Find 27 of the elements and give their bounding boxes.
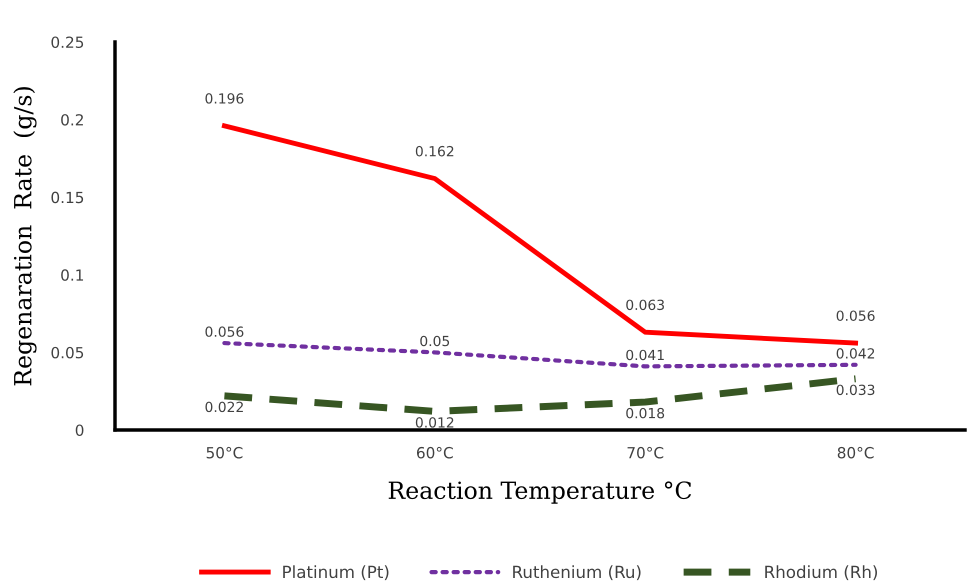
data-label: 0.012 [416,417,454,428]
data-label: 0.056 [836,310,875,321]
data-label: 0.063 [626,300,664,310]
y-tick-label: 0.25 [51,36,84,48]
x-tick-label: 70°C [628,446,664,458]
y-axis-title: Regenaration Rate (g/s) [13,87,37,386]
data-label: 0.056 [205,326,244,337]
x-axis-title: Reaction Temperature °C [388,481,692,504]
data-label: 0.022 [205,402,243,412]
x-tick-label: 50°C [206,446,242,458]
data-label: 0.018 [626,408,664,418]
y-tick-label: 0.2 [61,114,83,126]
y-tick-label: 0.1 [61,269,84,281]
data-label: 0.042 [836,348,874,359]
data-label: 0.041 [626,350,664,360]
legend-label: Ruthenium (Ru) [513,565,641,580]
y-tick-label: 0.05 [51,346,84,358]
data-label: 0.196 [205,93,244,104]
data-label: 0.05 [420,336,450,346]
y-tick-label: 0 [76,424,84,436]
y-tick-label: 0.15 [51,192,84,204]
x-tick-label: 60°C [416,446,453,458]
x-tick-label: 80°C [838,446,874,458]
data-label: 0.033 [836,384,874,396]
legend-label: Rhodium (Rh) [765,565,877,580]
data-label: 0.162 [416,146,454,156]
legend-label: Platinum (Pt) [283,565,388,580]
